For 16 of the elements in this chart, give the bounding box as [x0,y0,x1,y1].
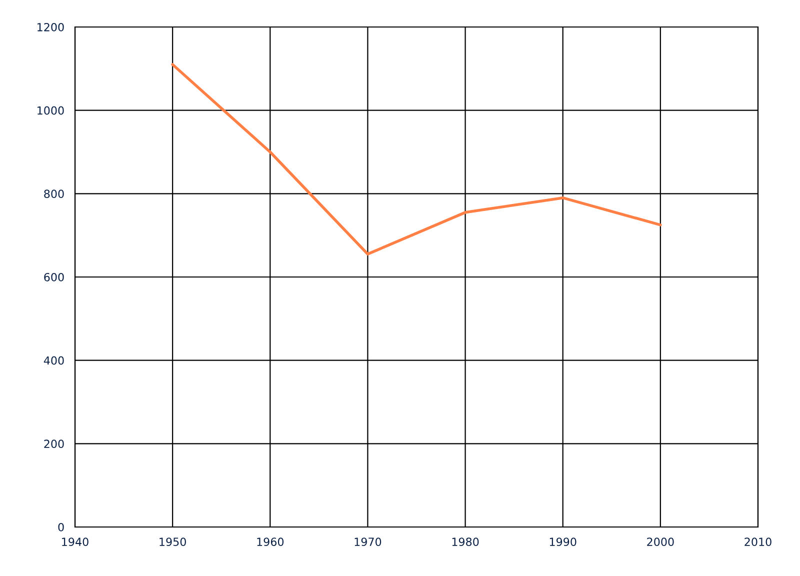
y-tick-label: 800 [44,190,64,198]
x-tick-label: 1960 [257,538,284,546]
x-tick-label: 1990 [550,538,576,546]
y-tick-label: 600 [44,272,64,282]
x-tick-label: 1970 [354,538,382,546]
x-tick-label: 1950 [160,538,186,546]
y-tick-label: 1000 [38,106,64,115]
y-tick-label: 1200 [38,22,64,32]
x-tick-label: 1940 [62,538,88,546]
y-tick-label: 0 [58,522,64,532]
x-tick-label: 2000 [647,538,674,546]
y-tick-label: 200 [44,440,64,448]
y-tick-label: 400 [44,356,64,365]
x-tick-label: 2010 [744,538,772,546]
line-series [171,63,662,256]
x-tick-label: 1980 [452,538,479,546]
